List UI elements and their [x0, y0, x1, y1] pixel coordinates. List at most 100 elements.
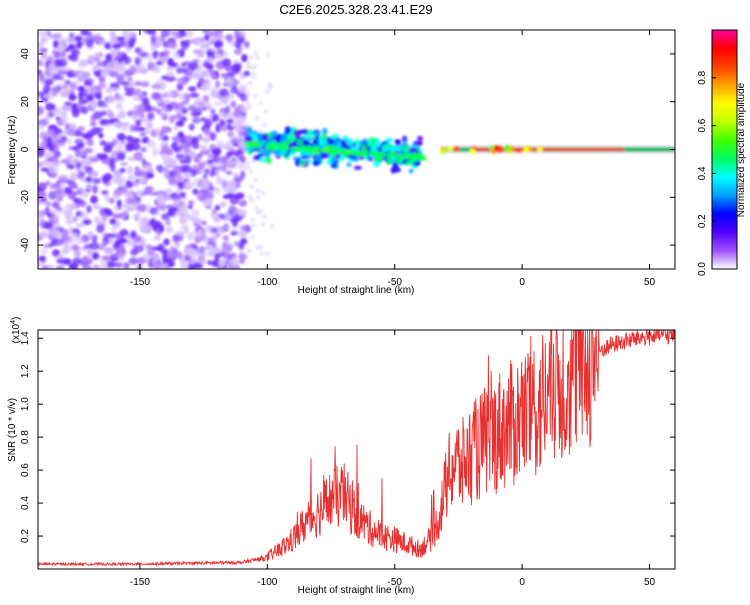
- heatmap-speckle: [163, 165, 170, 174]
- heatmap-speckle: [154, 211, 160, 217]
- heatmap-speckle: [162, 135, 169, 142]
- heatmap-speckle: [97, 265, 108, 269]
- y-tick-label: 20: [20, 96, 31, 108]
- heatmap-band-core: [355, 150, 362, 156]
- snr-frame: [37, 329, 676, 570]
- heatmap-speckle: [255, 245, 260, 250]
- heatmap-band-core: [244, 141, 251, 147]
- heatmap-speckle: [79, 211, 89, 221]
- heatmap-speckle: [165, 66, 175, 71]
- heatmap-speckle: [61, 235, 71, 242]
- heatmap-speckle: [179, 215, 187, 223]
- heatmap-speckle: [218, 111, 225, 117]
- heatmap-speckle: [193, 262, 204, 269]
- heatmap-speckle: [126, 69, 136, 74]
- heatmap-speckle: [246, 91, 251, 96]
- heatmap-speckle: [224, 251, 232, 260]
- y-tick-label: -20: [20, 190, 31, 205]
- heatmap-band-cell: [301, 134, 310, 140]
- heatmap-speckle: [113, 193, 121, 200]
- heatmap-speckle: [232, 79, 240, 85]
- heatmap-speckle: [60, 111, 67, 118]
- y-tick-label: 1.4: [20, 331, 31, 345]
- heatmap-speckle: [104, 247, 114, 255]
- heatmap-speckle: [101, 240, 108, 247]
- x-tick-label: -50: [387, 277, 402, 288]
- heatmap-speckle: [93, 111, 103, 120]
- heatmap-speckle: [62, 86, 71, 95]
- heatmap-speckle: [89, 121, 97, 127]
- snr-y-scale-close: ): [11, 317, 22, 320]
- snr-y-label: SNR (10 * v/v): [7, 398, 18, 462]
- heatmap-speckle: [135, 190, 145, 195]
- y-tick-label: 1.0: [20, 397, 31, 411]
- heatmap-speckle: [38, 30, 48, 38]
- heatmap-speckle: [168, 260, 175, 268]
- x-tick-label: -150: [130, 577, 150, 588]
- heatmap-speckle: [151, 147, 159, 157]
- heatmap-speckle: [240, 110, 247, 119]
- x-tick-label: 50: [644, 577, 656, 588]
- heatmap-speckle: [259, 251, 264, 256]
- heatmap-band-cell: [296, 138, 304, 146]
- heatmap-speckle: [175, 120, 185, 127]
- heatmap-speckle: [98, 39, 107, 45]
- heatmap-speckle: [108, 237, 114, 245]
- heatmap-speckle: [164, 193, 171, 201]
- heatmap-band-core: [313, 149, 320, 155]
- heatmap-speckle: [105, 53, 113, 62]
- heatmap-speckle: [101, 159, 110, 165]
- heatmap-speckle: [171, 31, 182, 36]
- heatmap-speckle: [238, 242, 245, 250]
- heatmap-speckle: [224, 141, 232, 149]
- heatmap-speckle: [56, 132, 63, 141]
- heatmap-speckle: [43, 93, 49, 98]
- heatmap-band-core: [322, 147, 329, 153]
- heatmap-speckle: [214, 30, 224, 35]
- heatmap-speckle: [249, 184, 254, 189]
- heatmap-speckle: [38, 106, 45, 116]
- heatmap-speckle: [83, 79, 92, 87]
- heatmap-speckle: [83, 243, 93, 250]
- heatmap-speckle: [68, 263, 79, 269]
- heatmap-speckle: [90, 100, 98, 109]
- heatmap-speckle: [68, 43, 75, 50]
- heatmap-speckle: [116, 199, 122, 208]
- heatmap-speckle: [77, 149, 83, 156]
- heatmap-speckle: [68, 93, 77, 102]
- heatmap-speckle: [225, 105, 231, 114]
- heatmap-speckle: [246, 60, 251, 65]
- heatmap-speckle: [252, 71, 257, 76]
- heatmap-speckle: [113, 262, 124, 268]
- snr-x-ticks: -150 -100 -50 0 50: [130, 330, 656, 588]
- heatmap-band-core: [362, 152, 369, 158]
- heatmap-speckle: [76, 40, 83, 49]
- heatmap-speckle: [213, 41, 224, 48]
- heatmap-speckle: [210, 36, 217, 44]
- heatmap-speckle: [40, 51, 48, 60]
- heatmap-speckle: [258, 209, 263, 214]
- svg-text:(x104): (x104): [10, 317, 22, 344]
- heatmap-speckle: [246, 165, 251, 170]
- heatmap-band-cell: [284, 126, 292, 135]
- heatmap-band-cell: [409, 147, 418, 153]
- heatmap-band-cell: [265, 156, 272, 165]
- heatmap-speckle: [126, 76, 133, 82]
- heatmap-speckle: [93, 263, 100, 269]
- heatmap-speckle: [258, 101, 263, 106]
- heatmap-speckle: [55, 265, 65, 269]
- heatmap-speckle: [122, 202, 130, 210]
- heatmap-speckle: [109, 118, 115, 125]
- heatmap-speckle: [93, 85, 101, 90]
- heatmap-speckle: [162, 258, 171, 264]
- heatmap-speckle: [176, 251, 183, 259]
- heatmap-speckle: [60, 50, 67, 58]
- heatmap-speckle: [80, 158, 89, 166]
- heatmap-speckle: [167, 57, 174, 67]
- heatmap-speckle: [220, 88, 230, 98]
- heatmap-speckle: [255, 56, 260, 61]
- heatmap-speckle: [106, 62, 112, 71]
- heatmap-speckle: [262, 123, 267, 128]
- heatmap-speckle: [133, 151, 144, 161]
- heatmap-speckle: [251, 75, 256, 80]
